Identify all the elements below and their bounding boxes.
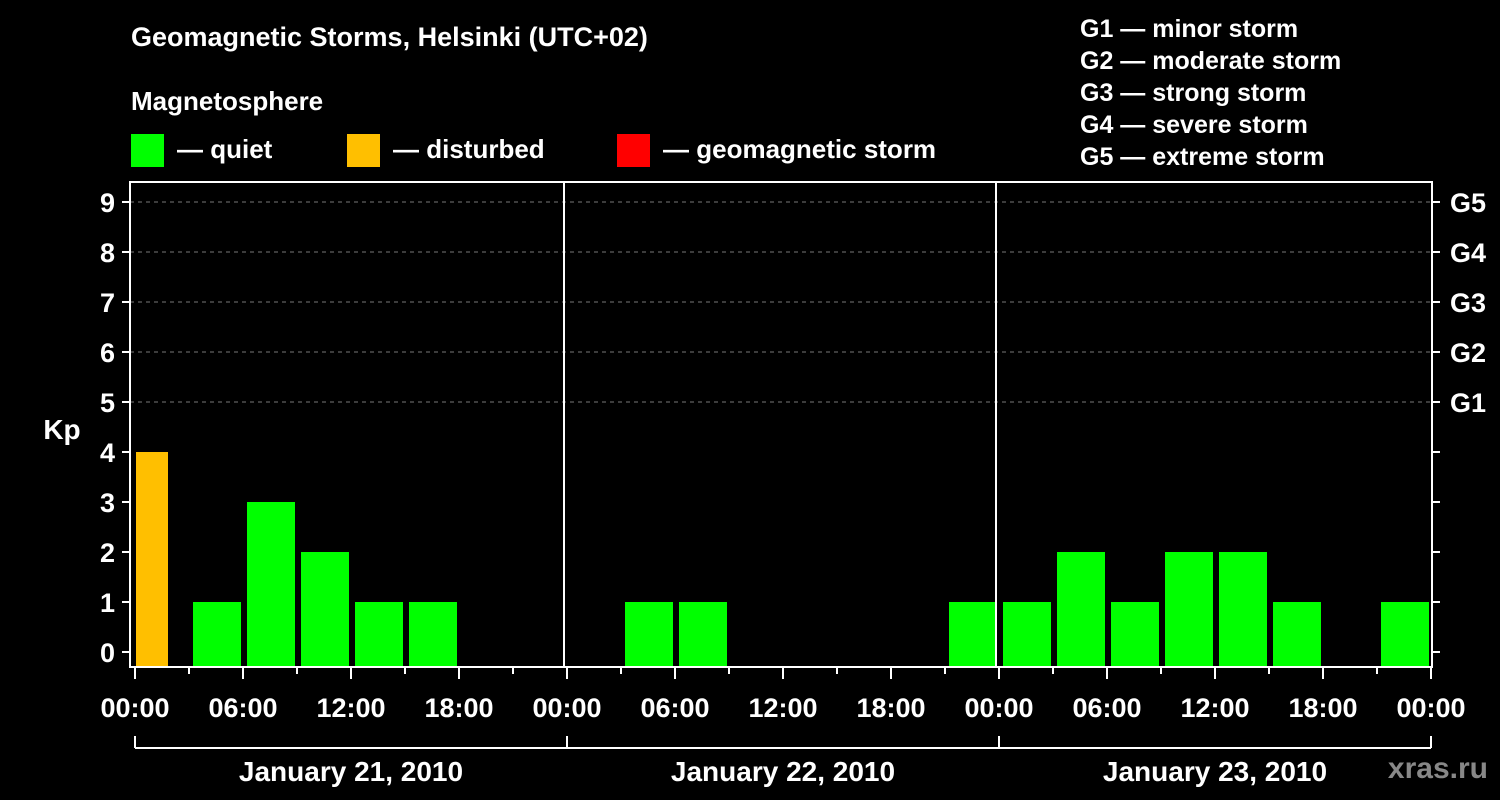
right-axis-label: G2 <box>1450 338 1486 368</box>
bar <box>355 602 403 667</box>
day-label: January 21, 2010 <box>239 756 463 787</box>
y-tick-label: 6 <box>100 338 115 368</box>
x-tick-label: 18:00 <box>424 693 493 723</box>
g-level-g3: G3 — strong storm <box>1080 79 1307 107</box>
y-tick-label: 2 <box>100 538 115 568</box>
x-tick-label: 06:00 <box>1072 693 1141 723</box>
day-label: January 22, 2010 <box>671 756 895 787</box>
x-tick-label: 06:00 <box>208 693 277 723</box>
legend-label-storm: — geomagnetic storm <box>663 134 937 164</box>
legend-swatch-storm <box>617 134 650 167</box>
legend-label-quiet: — quiet <box>177 134 273 164</box>
legend-swatch-quiet <box>131 134 164 167</box>
plot-frame <box>129 181 1433 668</box>
bar <box>1273 602 1321 667</box>
x-tick-label: 18:00 <box>856 693 925 723</box>
x-tick-label: 00:00 <box>964 693 1033 723</box>
bar <box>193 602 241 667</box>
y-tick-label: 9 <box>100 188 115 218</box>
bar <box>625 602 673 667</box>
bar <box>1003 602 1051 667</box>
bar <box>1219 552 1267 667</box>
y-tick-label: 1 <box>100 588 115 618</box>
bar <box>136 452 168 667</box>
bar <box>949 602 997 667</box>
bar <box>679 602 727 667</box>
y-tick-label: 4 <box>100 438 115 468</box>
y-axis-label: Kp <box>43 414 80 445</box>
x-tick-label: 12:00 <box>748 693 817 723</box>
bar <box>409 602 457 667</box>
right-axis-label: G3 <box>1450 288 1486 318</box>
legend-swatch-disturbed <box>347 134 380 167</box>
g-level-g2: G2 — moderate storm <box>1080 47 1342 75</box>
x-tick-label: 18:00 <box>1288 693 1357 723</box>
y-tick-label: 3 <box>100 488 115 518</box>
right-axis-label: G5 <box>1450 188 1486 218</box>
y-tick-label: 7 <box>100 288 115 318</box>
chart-title: Geomagnetic Storms, Helsinki (UTC+02) <box>131 22 648 52</box>
g-level-g4: G4 — severe storm <box>1080 111 1308 139</box>
x-tick-label: 06:00 <box>640 693 709 723</box>
x-tick-label: 00:00 <box>1396 693 1465 723</box>
y-tick-label: 0 <box>100 638 115 668</box>
right-axis-label: G4 <box>1450 238 1486 268</box>
legend-label-disturbed: — disturbed <box>393 134 545 164</box>
x-tick-label: 12:00 <box>1180 693 1249 723</box>
watermark: xras.ru <box>1387 752 1488 785</box>
right-axis-label: G1 <box>1450 388 1486 418</box>
x-tick-label: 00:00 <box>100 693 169 723</box>
legend-subtitle: Magnetosphere <box>131 86 324 116</box>
g-level-g5: G5 — extreme storm <box>1080 143 1325 171</box>
day-label: January 23, 2010 <box>1103 756 1327 787</box>
y-tick-label: 8 <box>100 238 115 268</box>
g-level-g1: G1 — minor storm <box>1080 15 1299 43</box>
bar <box>301 552 349 667</box>
bar <box>1381 602 1429 667</box>
x-tick-label: 00:00 <box>532 693 601 723</box>
bar <box>247 502 295 667</box>
y-tick-label: 5 <box>100 388 115 418</box>
bar <box>1111 602 1159 667</box>
bar <box>1057 552 1105 667</box>
x-tick-label: 12:00 <box>316 693 385 723</box>
bar <box>1165 552 1213 667</box>
